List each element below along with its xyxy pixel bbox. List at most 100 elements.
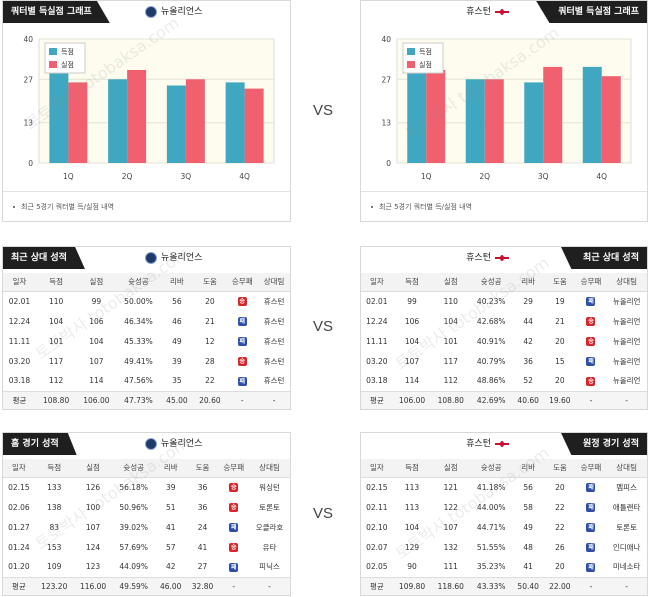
team-label: 뉴올리언스 bbox=[145, 247, 202, 269]
result-badge-cell: 승 bbox=[576, 371, 607, 391]
table-cell: 101 bbox=[48, 336, 64, 346]
loss-badge: 패 bbox=[586, 503, 596, 512]
table-cell: 뉴올리언 bbox=[612, 336, 641, 346]
table-cell: 44.09% bbox=[119, 562, 148, 572]
column-header: 상대팀 bbox=[258, 273, 290, 292]
table-cell: 39 bbox=[165, 482, 176, 492]
table-cell: 평균 bbox=[361, 390, 393, 409]
table-cell: 02.01 bbox=[366, 296, 388, 306]
table-cell: 41 bbox=[197, 542, 208, 552]
result-badge-cell: 승 bbox=[218, 537, 249, 557]
column-header: 득점 bbox=[392, 273, 432, 292]
bar-allowed bbox=[484, 79, 504, 163]
table-cell: 51.55% bbox=[476, 542, 506, 552]
table-cell: 20 bbox=[555, 482, 565, 492]
table-row: 02.11 113 122 44.00% 58 22 패 애틀랜타 bbox=[361, 497, 647, 517]
table-cell: 106 bbox=[89, 316, 104, 326]
panel-tab-title: 쿼터별 득실점 그래프 bbox=[3, 1, 110, 23]
table-cell: 109.80 bbox=[392, 576, 432, 595]
column-header: 슛성공 bbox=[112, 459, 155, 478]
pelicans-logo-icon bbox=[145, 6, 157, 18]
result-badge-cell: 패 bbox=[226, 371, 258, 391]
table-cell: 107 bbox=[85, 522, 101, 532]
table-cell: 99 bbox=[407, 296, 417, 306]
panel-header: 휴스턴 원정 경기 성적 bbox=[361, 433, 647, 455]
table-row: 02.10 104 107 44.71% 49 22 패 토론토 bbox=[361, 517, 647, 537]
table-cell: 36 bbox=[197, 482, 208, 492]
table-cell: 44.71% bbox=[476, 522, 506, 532]
table-cell: 22.00 bbox=[544, 576, 576, 595]
table-cell: 21 bbox=[555, 316, 565, 326]
table-cell: 107 bbox=[404, 356, 420, 366]
table-cell: 휴스턴 bbox=[263, 376, 285, 386]
table-cell: 43.33% bbox=[470, 576, 513, 595]
table-cell: 56 bbox=[523, 482, 533, 492]
x-tick-label: 4Q bbox=[239, 172, 250, 181]
table-row: 02.06 138 100 50.96% 51 36 승 토론토 bbox=[3, 497, 290, 517]
rockets-logo-icon bbox=[495, 9, 509, 15]
win-badge: 승 bbox=[586, 337, 596, 346]
y-tick-label: 40 bbox=[23, 35, 33, 44]
table-cell: 44.00% bbox=[476, 502, 506, 512]
loss-badge: 패 bbox=[586, 562, 596, 572]
table-cell: 20.60 bbox=[193, 390, 227, 409]
table-cell: 90 bbox=[407, 562, 417, 572]
x-tick-label: 3Q bbox=[181, 172, 192, 181]
table-cell: 01.24 bbox=[8, 542, 30, 552]
table-cell: 휴스턴 bbox=[263, 336, 285, 346]
average-row: 평균 106.00 108.80 42.69% 40.60 19.60- - bbox=[361, 390, 647, 409]
column-header: 승무패 bbox=[575, 459, 607, 478]
panel-tab-title: 홈 경기 성적 bbox=[3, 433, 77, 455]
panel-tab-title: 쿼터별 득실점 그래프 bbox=[536, 1, 647, 23]
table-cell: 20 bbox=[555, 336, 565, 346]
table-cell: 50.00% bbox=[124, 296, 153, 306]
table-cell: 47.73% bbox=[116, 390, 161, 409]
table-cell: 뉴올리언 bbox=[612, 316, 641, 326]
column-header: 실점 bbox=[76, 273, 117, 292]
right-away-record-panel: 휴스턴 원정 경기 성적 일자 득점 실점 슛성공 리바 도움 승무패 상대팀 02.15 113… bbox=[360, 432, 648, 596]
table-cell: 116.00 bbox=[73, 576, 113, 595]
table-cell: 101 bbox=[443, 336, 458, 346]
table-cell: 03.18 bbox=[8, 376, 31, 386]
win-badge: 승 bbox=[237, 357, 247, 366]
panel-tab-title: 최근 상대 성적 bbox=[3, 247, 85, 269]
table-cell: 114 bbox=[404, 376, 420, 386]
table-cell: 워싱턴 bbox=[259, 482, 280, 492]
table-cell: 45.00 bbox=[160, 390, 194, 409]
column-header: 일자 bbox=[361, 273, 393, 292]
column-header: 상대팀 bbox=[249, 459, 290, 478]
table-cell: 03.18 bbox=[366, 376, 388, 386]
result-badge-cell: 승 bbox=[226, 291, 258, 311]
result-badge-cell: 승 bbox=[576, 331, 607, 351]
x-tick-label: 2Q bbox=[122, 172, 133, 181]
table-cell: 108.80 bbox=[35, 390, 77, 409]
column-header: 슛성공 bbox=[470, 273, 513, 292]
table-cell: 02.07 bbox=[366, 542, 388, 552]
table-cell: 41.18% bbox=[476, 482, 506, 492]
panel-header: 홈 경기 성적 뉴올리언스 bbox=[3, 433, 290, 455]
table-cell: 122 bbox=[443, 502, 458, 512]
table-cell: - bbox=[606, 390, 647, 409]
win-badge: 승 bbox=[229, 483, 239, 493]
loss-badge: 패 bbox=[237, 337, 247, 346]
table-cell: 12 bbox=[205, 336, 215, 346]
table-cell: 피닉스 bbox=[259, 562, 280, 572]
table-cell: 24 bbox=[197, 522, 208, 532]
left-home-record-panel: 홈 경기 성적 뉴올리언스 일자 득점 실점 슛성공 리바 도움 승무패 상대팀 02.15 13… bbox=[2, 432, 291, 596]
table-row: 02.07 129 132 51.55% 48 26 패 인디애나 bbox=[361, 537, 647, 557]
column-header: 리바 bbox=[160, 273, 194, 292]
bar-scored bbox=[582, 66, 602, 163]
table-cell: 113 bbox=[404, 482, 420, 492]
column-header: 승무패 bbox=[218, 459, 250, 478]
record-table: 일자 득점 실점 슛성공 리바 도움 승무패 상대팀 02.01 110 99 50.00% 56 20 승… bbox=[3, 273, 290, 409]
table-cell: 26 bbox=[555, 542, 565, 552]
table-cell: 58 bbox=[523, 502, 533, 512]
table-cell: 49.59% bbox=[112, 576, 155, 595]
legend-label: 득점 bbox=[419, 48, 432, 56]
bar-allowed bbox=[127, 70, 147, 163]
column-header: 리바 bbox=[512, 459, 545, 478]
table-row: 02.15 113 121 41.18% 56 20 패 멤피스 bbox=[361, 477, 647, 497]
table-row: 01.20 109 123 44.09% 42 27 패 피닉스 bbox=[3, 557, 290, 577]
panel-header: 쿼터별 득실점 그래프 뉴올리언스 bbox=[3, 1, 290, 23]
